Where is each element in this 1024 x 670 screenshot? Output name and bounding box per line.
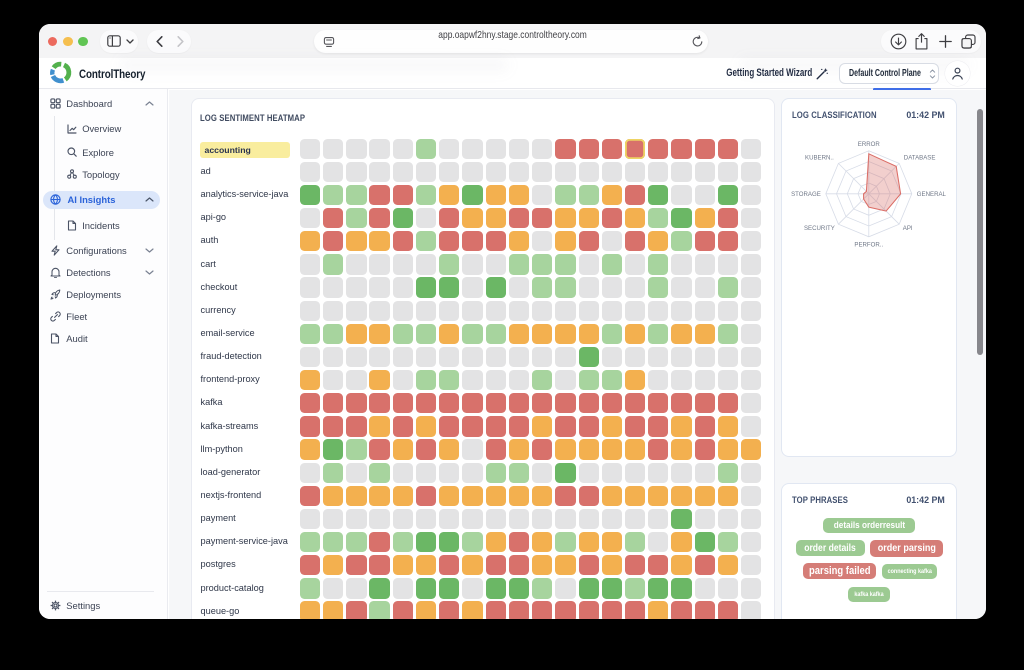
svg-text:SECURITY: SECURITY [804, 225, 835, 232]
svg-text:PERFOR..: PERFOR.. [855, 241, 884, 248]
svg-text:DATABASE: DATABASE [904, 154, 936, 161]
svg-text:STORAGE: STORAGE [791, 191, 821, 198]
svg-text:ERROR: ERROR [858, 141, 881, 148]
svg-text:GENERAL: GENERAL [917, 191, 947, 198]
svg-text:KUBERN..: KUBERN.. [805, 154, 834, 161]
svg-text:API: API [903, 225, 913, 232]
